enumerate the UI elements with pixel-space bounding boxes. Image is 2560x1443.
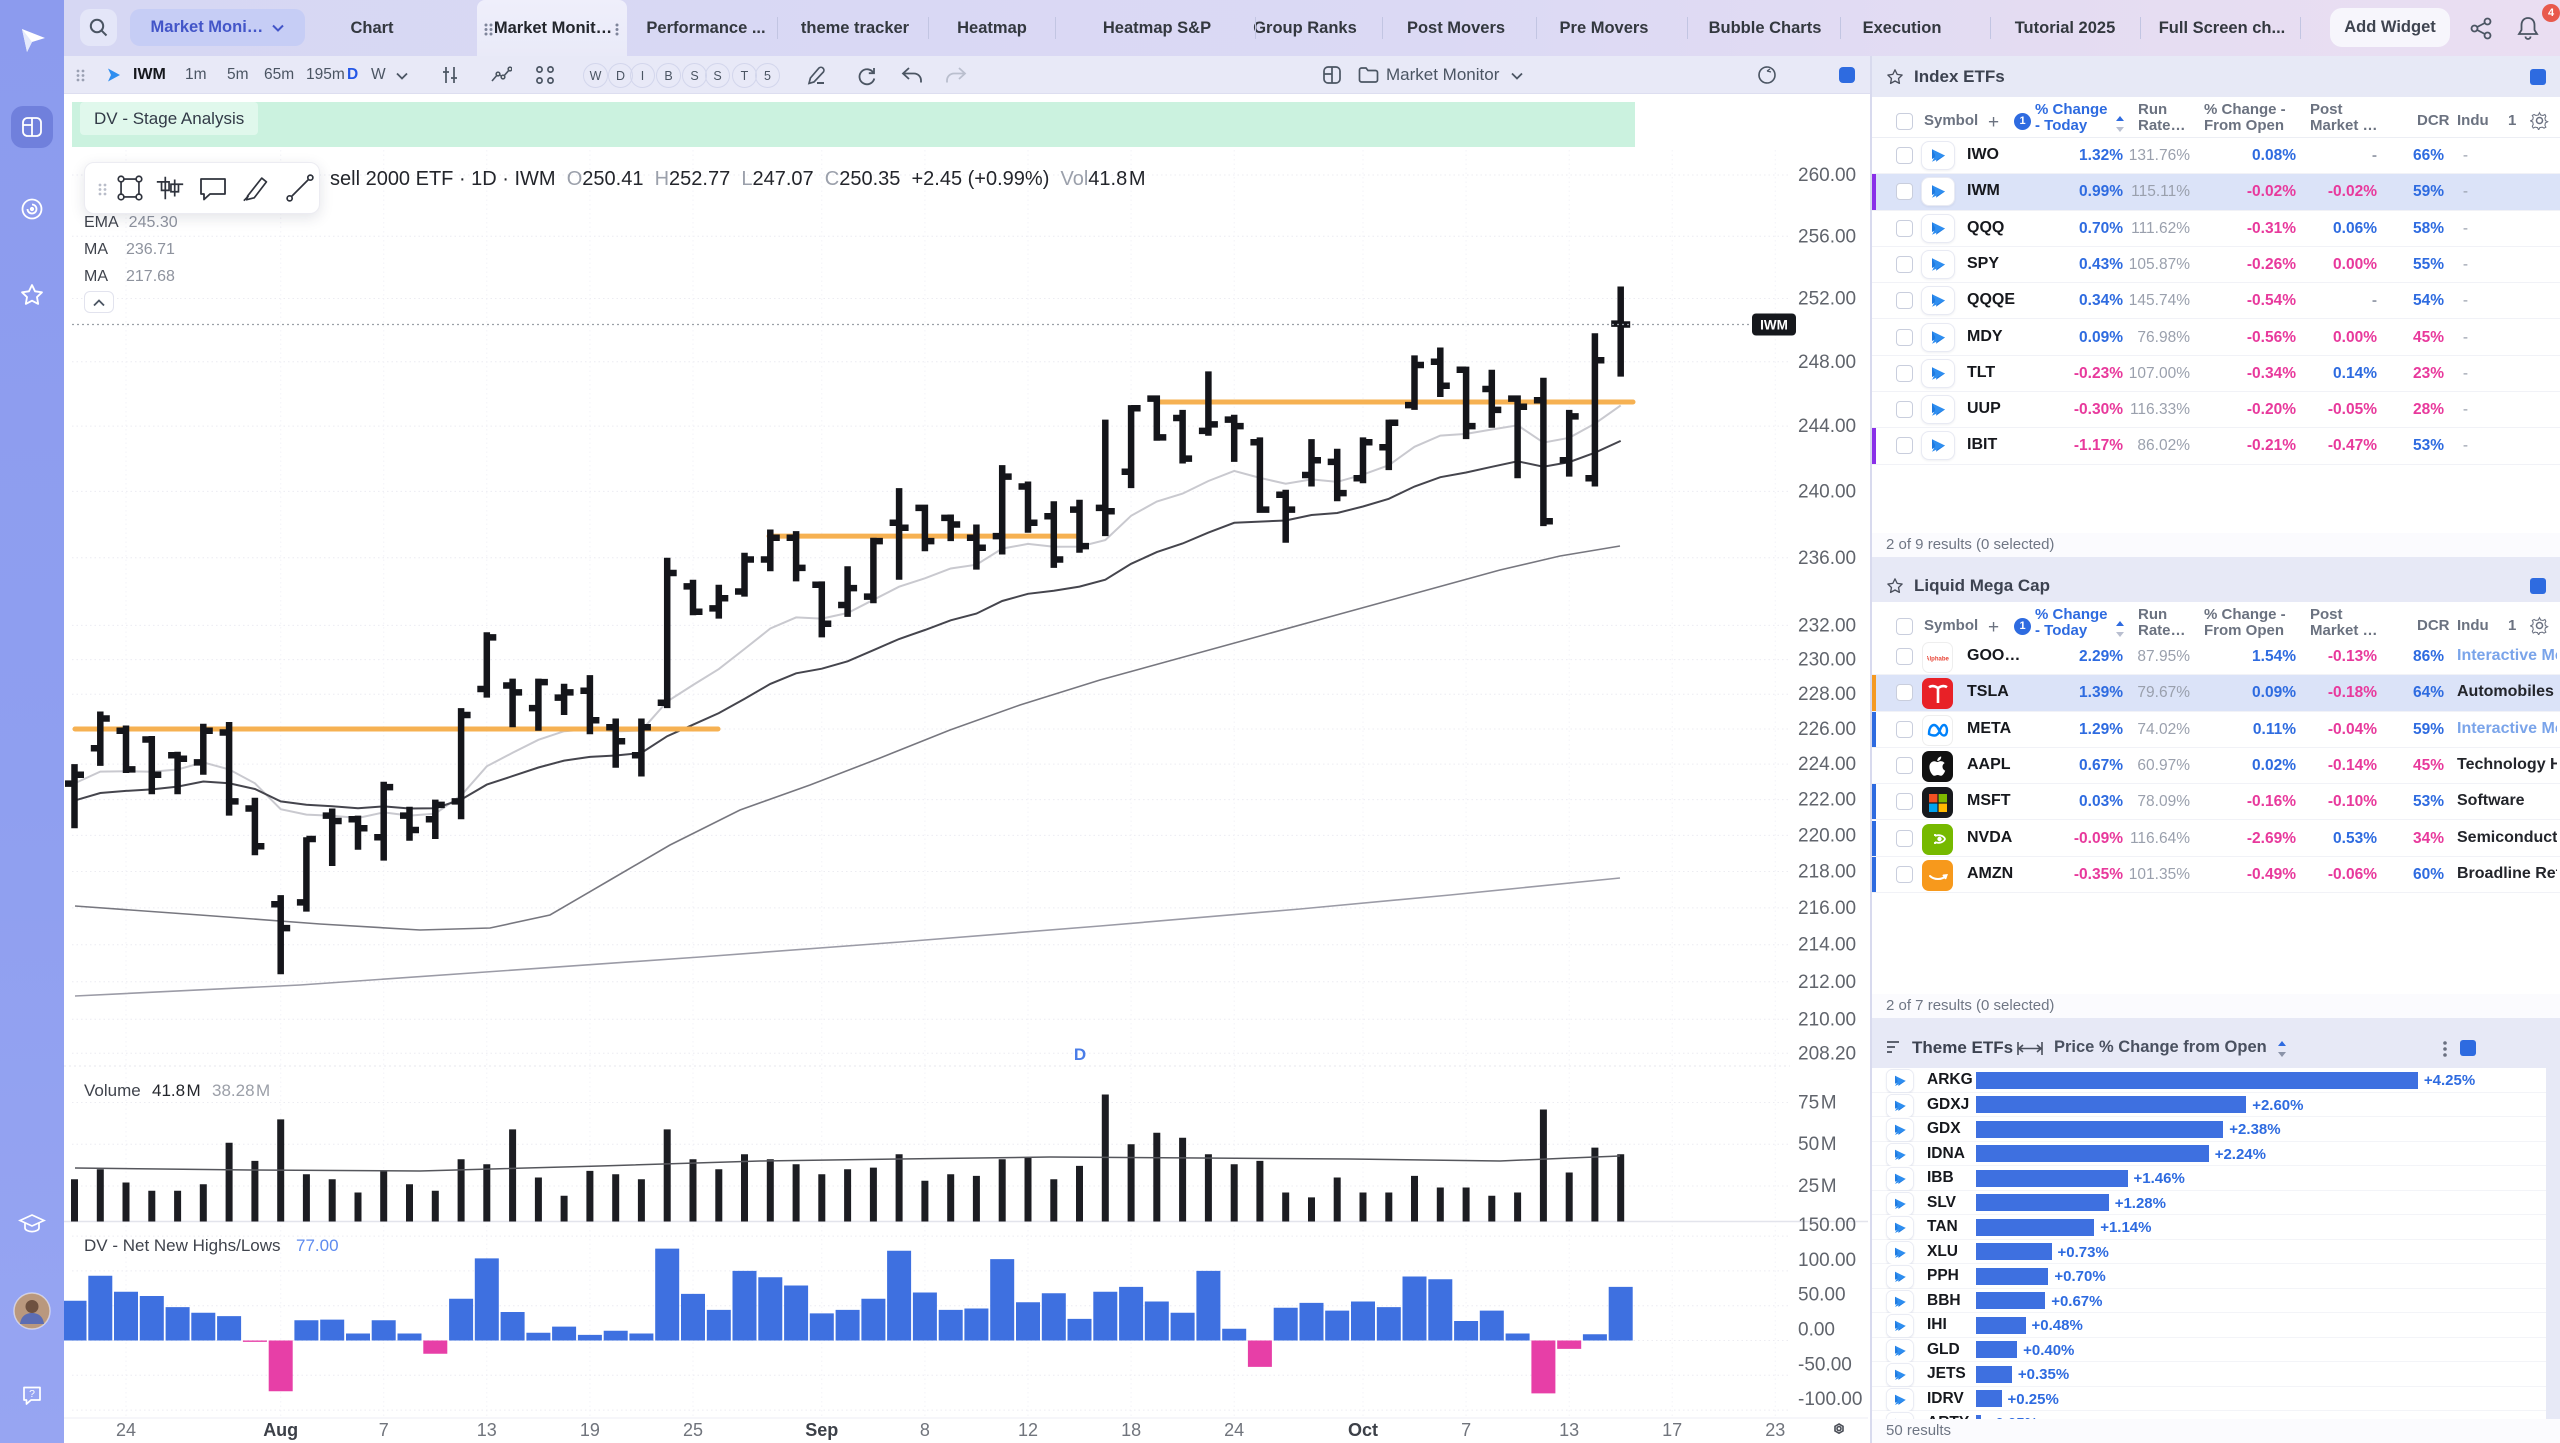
svg-text:222.00: 222.00 [1798,790,1856,811]
svg-text:Alphabet: Alphabet [1927,656,1949,662]
svg-text:210.00: 210.00 [1798,1009,1856,1030]
svg-text:216.00: 216.00 [1798,898,1856,919]
svg-text:248.00: 248.00 [1798,352,1856,373]
svg-text:256.00: 256.00 [1798,226,1856,247]
svg-text:-50.00: -50.00 [1798,1354,1852,1375]
svg-text:DV - Net New Highs/Lows: DV - Net New Highs/Lows [84,1236,281,1255]
svg-text:Aug: Aug [263,1420,298,1440]
svg-text:0.00: 0.00 [1798,1320,1835,1341]
svg-text:D: D [1074,1045,1086,1064]
svg-text:252.00: 252.00 [1798,289,1856,310]
svg-text:50 M: 50 M [1798,1134,1837,1155]
svg-text:23: 23 [1765,1420,1785,1440]
svg-text:214.00: 214.00 [1798,935,1856,956]
svg-text:25 M: 25 M [1798,1176,1837,1197]
svg-text:244.00: 244.00 [1798,416,1856,437]
svg-text:18: 18 [1121,1420,1141,1440]
svg-text:Volume: Volume [84,1081,141,1100]
svg-text:77.00: 77.00 [296,1236,339,1255]
svg-text:13: 13 [477,1420,497,1440]
svg-text:17: 17 [1662,1420,1682,1440]
svg-text:240.00: 240.00 [1798,481,1856,502]
svg-text:25: 25 [683,1420,703,1440]
svg-text:Sep: Sep [805,1420,838,1440]
svg-text:224.00: 224.00 [1798,754,1856,775]
svg-text:218.00: 218.00 [1798,862,1856,883]
svg-text:228.00: 228.00 [1798,684,1856,705]
svg-text:12: 12 [1018,1420,1038,1440]
svg-text:212.00: 212.00 [1798,972,1856,993]
svg-text:24: 24 [1224,1420,1244,1440]
svg-text:-100.00: -100.00 [1798,1389,1862,1410]
svg-text:41.8 M: 41.8 M [152,1081,201,1100]
svg-text:236.00: 236.00 [1798,548,1856,569]
svg-text:150.00: 150.00 [1798,1215,1856,1236]
svg-text:24: 24 [116,1420,136,1440]
svg-text:19: 19 [580,1420,600,1440]
svg-text:IWM: IWM [1760,318,1788,333]
svg-text:7: 7 [1461,1420,1471,1440]
svg-text:226.00: 226.00 [1798,719,1856,740]
svg-text:220.00: 220.00 [1798,825,1856,846]
svg-text:230.00: 230.00 [1798,650,1856,671]
svg-text:38.28 M: 38.28 M [212,1081,270,1100]
svg-text:8: 8 [920,1420,930,1440]
svg-text:13: 13 [1559,1420,1579,1440]
svg-text:232.00: 232.00 [1798,615,1856,636]
svg-text:50.00: 50.00 [1798,1285,1846,1306]
svg-text:260.00: 260.00 [1798,165,1856,186]
svg-text:Oct: Oct [1348,1420,1378,1440]
svg-text:100.00: 100.00 [1798,1250,1856,1271]
svg-text:7: 7 [379,1420,389,1440]
svg-text:208.20: 208.20 [1798,1043,1856,1064]
svg-text:?: ? [29,1388,35,1400]
svg-text:75 M: 75 M [1798,1093,1837,1114]
